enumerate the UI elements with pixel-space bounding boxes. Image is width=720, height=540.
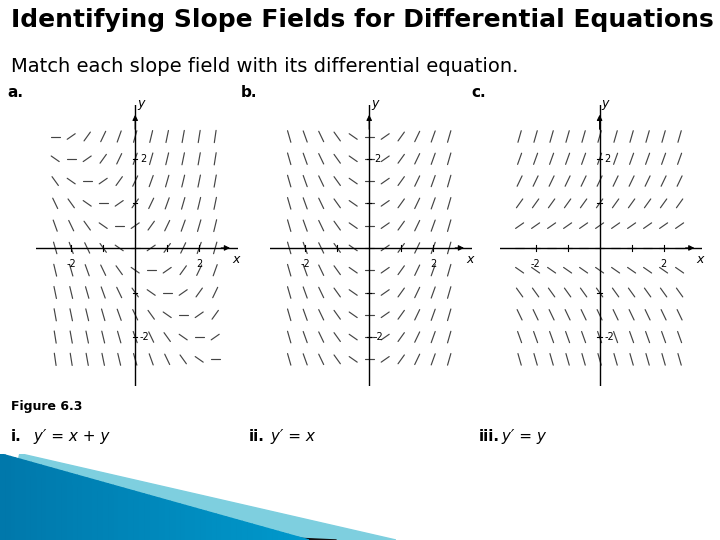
Text: Identifying Slope Fields for Differential Equations: Identifying Slope Fields for Differentia… <box>11 8 714 32</box>
Polygon shape <box>10 456 15 540</box>
Polygon shape <box>247 523 252 540</box>
Polygon shape <box>273 530 278 540</box>
Polygon shape <box>108 484 113 540</box>
Text: 2: 2 <box>140 154 146 164</box>
Polygon shape <box>129 490 134 540</box>
Polygon shape <box>98 481 103 540</box>
Polygon shape <box>134 491 139 540</box>
Polygon shape <box>144 494 149 540</box>
Text: -2: -2 <box>531 259 541 269</box>
Polygon shape <box>288 534 294 540</box>
Text: -2: -2 <box>604 332 614 342</box>
Polygon shape <box>201 510 206 540</box>
Polygon shape <box>62 471 67 540</box>
Polygon shape <box>268 529 273 540</box>
Text: y: y <box>602 97 609 110</box>
Text: y: y <box>138 97 145 110</box>
Text: x: x <box>233 253 240 266</box>
Polygon shape <box>77 475 82 540</box>
Polygon shape <box>31 462 36 540</box>
Polygon shape <box>21 460 26 540</box>
Polygon shape <box>252 524 258 540</box>
Polygon shape <box>304 538 309 540</box>
Polygon shape <box>278 531 283 540</box>
Polygon shape <box>160 498 165 540</box>
Text: 2: 2 <box>374 154 380 164</box>
Polygon shape <box>46 467 52 540</box>
Polygon shape <box>299 537 304 540</box>
Text: y′ = y: y′ = y <box>497 429 546 444</box>
Polygon shape <box>263 527 268 540</box>
Polygon shape <box>118 487 124 540</box>
Polygon shape <box>0 454 396 540</box>
Polygon shape <box>155 497 160 540</box>
Text: x: x <box>467 253 474 266</box>
Text: y′ = x + y: y′ = x + y <box>29 429 109 444</box>
Polygon shape <box>216 514 221 540</box>
Text: y′ = x: y′ = x <box>266 429 315 444</box>
Text: 2: 2 <box>196 259 202 269</box>
Text: ii.: ii. <box>248 429 264 444</box>
Polygon shape <box>72 474 77 540</box>
Polygon shape <box>180 504 185 540</box>
Polygon shape <box>67 472 72 540</box>
Polygon shape <box>113 485 118 540</box>
Text: 2: 2 <box>604 154 611 164</box>
Text: Figure 6.3: Figure 6.3 <box>11 400 82 413</box>
Polygon shape <box>283 533 288 540</box>
Polygon shape <box>242 521 247 540</box>
Polygon shape <box>196 508 201 540</box>
Polygon shape <box>211 512 216 540</box>
Polygon shape <box>103 482 108 540</box>
Text: x: x <box>697 253 704 266</box>
Polygon shape <box>0 469 309 540</box>
Text: Match each slope field with its differential equation.: Match each slope field with its differen… <box>11 57 518 76</box>
Polygon shape <box>170 501 175 540</box>
Text: -2: -2 <box>300 259 310 269</box>
Polygon shape <box>165 500 170 540</box>
Text: -2: -2 <box>66 259 76 269</box>
Polygon shape <box>57 469 62 540</box>
Polygon shape <box>5 455 10 540</box>
Polygon shape <box>206 511 211 540</box>
Text: a.: a. <box>7 85 23 100</box>
Polygon shape <box>227 517 232 540</box>
Polygon shape <box>237 520 242 540</box>
Polygon shape <box>0 524 337 540</box>
Polygon shape <box>0 454 5 540</box>
Polygon shape <box>258 525 263 540</box>
Text: -2: -2 <box>374 332 384 342</box>
Text: i.: i. <box>11 429 22 444</box>
Text: 2: 2 <box>430 259 436 269</box>
Polygon shape <box>139 492 144 540</box>
Polygon shape <box>41 465 46 540</box>
Polygon shape <box>221 516 227 540</box>
Polygon shape <box>82 477 88 540</box>
Polygon shape <box>88 478 93 540</box>
Polygon shape <box>175 503 180 540</box>
Polygon shape <box>93 480 98 540</box>
Polygon shape <box>15 458 21 540</box>
Polygon shape <box>294 536 299 540</box>
Text: iii.: iii. <box>479 429 500 444</box>
Polygon shape <box>124 488 129 540</box>
Text: y: y <box>372 97 379 110</box>
Text: 2: 2 <box>660 259 667 269</box>
Polygon shape <box>36 464 41 540</box>
Polygon shape <box>52 468 57 540</box>
Text: b.: b. <box>241 85 258 100</box>
Text: -2: -2 <box>140 332 150 342</box>
Polygon shape <box>191 507 196 540</box>
Text: c.: c. <box>472 85 486 100</box>
Polygon shape <box>185 505 191 540</box>
Polygon shape <box>232 518 237 540</box>
Polygon shape <box>26 461 31 540</box>
Polygon shape <box>149 495 155 540</box>
